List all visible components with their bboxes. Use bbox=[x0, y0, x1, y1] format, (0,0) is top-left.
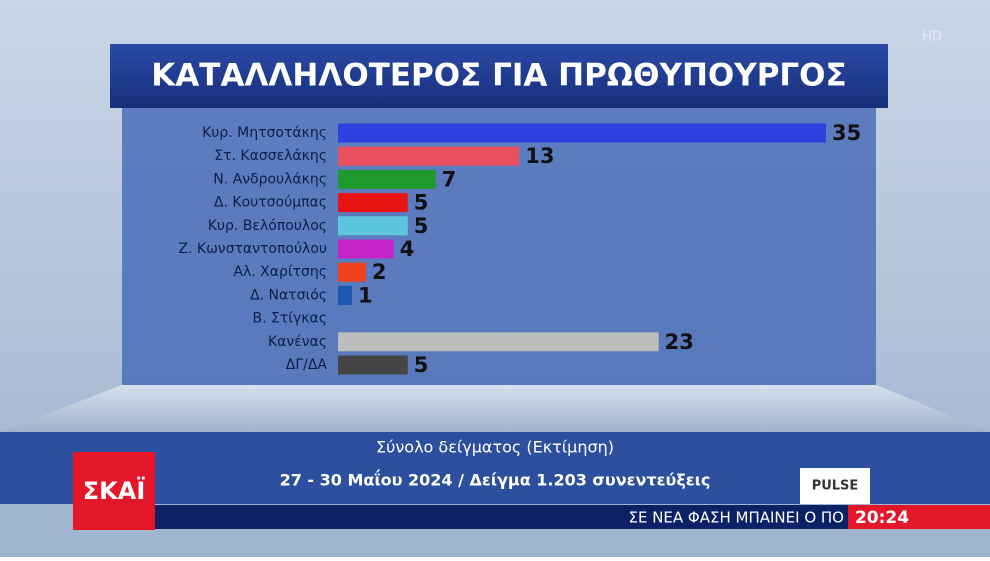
value-label: 13 bbox=[525, 144, 554, 168]
bar bbox=[338, 355, 408, 375]
bar bbox=[338, 216, 408, 236]
value-label: 5 bbox=[414, 191, 429, 215]
bar bbox=[338, 332, 659, 352]
hd-badge: HD bbox=[922, 30, 942, 45]
category-label: Στ. Κασσελάκης bbox=[214, 148, 327, 164]
bar bbox=[338, 123, 826, 143]
category-label: Ζ. Κωνσταντοπούλου bbox=[178, 241, 327, 257]
category-label: Κυρ. Βελόπουλος bbox=[208, 218, 327, 234]
title-banner bbox=[110, 44, 888, 108]
value-label: 4 bbox=[400, 237, 415, 261]
value-label: 7 bbox=[442, 167, 457, 191]
category-label: ΔΓ/ΔΑ bbox=[286, 357, 328, 373]
stage bbox=[0, 385, 990, 432]
category-label: Δ. Κουτσούμπας bbox=[214, 195, 327, 211]
category-label: Αλ. Χαρίτσης bbox=[233, 264, 327, 280]
value-label: 5 bbox=[414, 214, 429, 238]
value-label: 23 bbox=[665, 330, 694, 354]
bar bbox=[338, 285, 352, 305]
category-label: Κυρ. Μητσοτάκης bbox=[202, 125, 327, 141]
category-label: Δ. Νατσιός bbox=[250, 287, 327, 303]
bar bbox=[338, 193, 408, 213]
value-label: 1 bbox=[358, 283, 373, 307]
ticker-text: ΣΕ ΝΕΑ ΦΑΣΗ ΜΠΑΙΝΕΙ Ο ΠΟ bbox=[628, 509, 844, 527]
value-label: 2 bbox=[372, 260, 387, 284]
bar bbox=[338, 169, 436, 189]
pollster-logo bbox=[800, 468, 870, 504]
clock-box bbox=[848, 505, 990, 529]
pollster-name: PULSE bbox=[812, 479, 859, 494]
value-label: 5 bbox=[414, 353, 429, 377]
subtitle: Σύνολο δείγματος (Εκτίμηση) bbox=[376, 438, 614, 457]
channel-logo bbox=[73, 452, 155, 530]
category-label: Κανένας bbox=[268, 334, 327, 350]
channel-name: ΣΚΑΪ bbox=[83, 476, 146, 505]
chart-title: ΚΑΤΑΛΛΗΛΟΤΕΡΟΣ ΓΙΑ ΠΡΩΘΥΠΟΥΡΓΟΣ bbox=[151, 58, 846, 94]
clock: 20:24 bbox=[855, 508, 909, 528]
bar bbox=[338, 262, 366, 282]
bar bbox=[338, 146, 520, 166]
category-label: Ν. Ανδρουλάκης bbox=[213, 171, 327, 187]
note: 27 - 30 Μαΐου 2024 / Δείγμα 1.203 συνεντ… bbox=[280, 470, 711, 490]
value-label: 35 bbox=[832, 121, 861, 145]
bar bbox=[338, 239, 394, 259]
category-label: Β. Στίγκας bbox=[253, 311, 328, 327]
